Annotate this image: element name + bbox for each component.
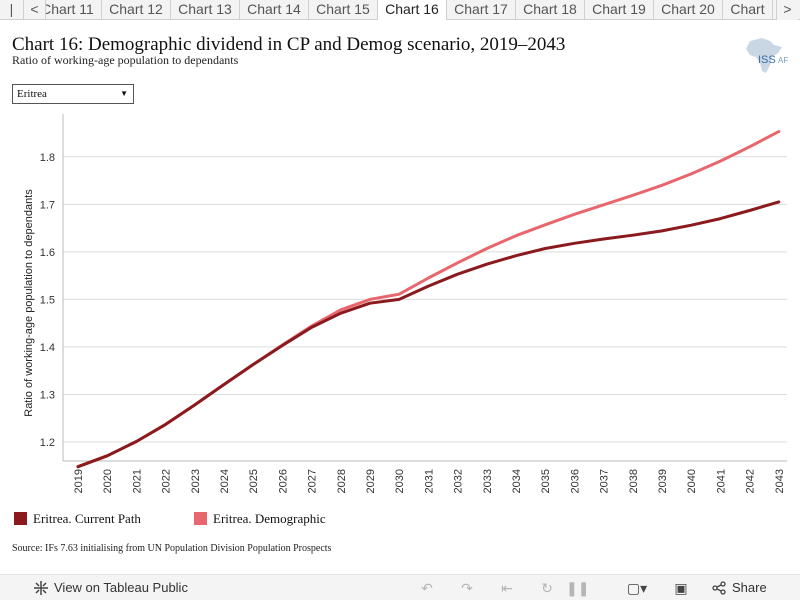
pause-icon[interactable]: ❚❚	[566, 580, 590, 596]
x-tick-label: 2032	[453, 469, 465, 493]
y-tick-label: 1.8	[40, 152, 55, 164]
y-tick-label: 1.6	[40, 247, 55, 259]
legend-swatch	[14, 512, 27, 525]
legend-item-current-path[interactable]: Eritrea. Current Path	[14, 511, 141, 529]
x-tick-label: 2021	[131, 469, 143, 493]
iss-africa-logo: ISS AF	[746, 38, 788, 73]
fullscreen-icon[interactable]: ▣	[674, 580, 688, 596]
x-tick-label: 2025	[248, 469, 260, 493]
y-tick-label: 1.5	[40, 294, 55, 306]
axes	[62, 114, 787, 462]
x-tick-label: 2023	[190, 469, 202, 493]
x-tick-label: 2019	[73, 469, 85, 493]
share-button[interactable]: Share	[712, 580, 767, 595]
tableau-icon	[34, 581, 48, 595]
y-axis-label: Ratio of working-age population to depen…	[23, 189, 35, 417]
previous-tab-button[interactable]: <	[24, 0, 46, 20]
tab-chart[interactable]: Chart 11	[46, 0, 102, 20]
x-tick-labels: 2019 2020 2021 2022 2023 2024 2025 2026 2027 2028…	[73, 469, 786, 493]
chart-subtitle: Ratio of working-age population to depen…	[12, 53, 239, 67]
legend-label: Eritrea. Demographic	[213, 511, 326, 526]
redo-icon[interactable]: ↷	[461, 580, 473, 596]
x-tick-label: 2037	[599, 469, 611, 493]
tab-list: Chart 11 Chart 12 Chart 13 Chart 14 Chart 15…	[46, 0, 800, 20]
view-on-tableau-button[interactable]: View on Tableau Public	[34, 580, 188, 595]
tab-chart[interactable]: Chart 14	[240, 0, 309, 20]
tab-chart[interactable]: Chart 16	[378, 0, 447, 20]
x-tick-label: 2031	[423, 469, 435, 493]
tab-bar: | < Chart 11 Chart 12 Chart 13 Chart 14 Char…	[0, 0, 800, 20]
country-select-value: Eritrea	[17, 88, 47, 100]
refresh-icon[interactable]: ↻	[541, 580, 553, 596]
x-tick-label: 2026	[277, 469, 289, 493]
tableau-toolbar: View on Tableau Public ↶ ↷ ⇤ ↻ ❚❚ ▢▾ ▣ S…	[0, 574, 800, 600]
download-icon[interactable]: ▢▾	[626, 580, 648, 596]
logo-text: ISS	[758, 54, 776, 66]
x-tick-label: 2022	[161, 469, 173, 493]
x-tick-label: 2024	[219, 469, 231, 493]
tab-chart[interactable]: Chart 13	[171, 0, 240, 20]
line-chart: Ratio of working-age population to depen…	[23, 114, 787, 493]
x-tick-label: 2039	[657, 469, 669, 493]
tab-chart[interactable]: Chart 15	[309, 0, 378, 20]
y-tick-label: 1.3	[40, 389, 55, 401]
first-tab-button[interactable]: |	[0, 0, 24, 20]
x-tick-label: 2038	[628, 469, 640, 493]
share-icon	[712, 581, 726, 595]
y-tick-label: 1.7	[40, 199, 55, 211]
x-tick-label: 2040	[686, 469, 698, 493]
series-lines	[76, 130, 781, 469]
share-label: Share	[732, 580, 767, 595]
tab-chart[interactable]: Chart 12	[102, 0, 171, 20]
legend-item-demographic[interactable]: Eritrea. Demographic	[194, 511, 326, 529]
x-tick-label: 2027	[307, 469, 319, 493]
view-on-tableau-label: View on Tableau Public	[54, 580, 188, 595]
x-tick-label: 2042	[745, 469, 757, 493]
legend-label: Eritrea. Current Path	[33, 511, 141, 526]
x-tick-label: 2041	[715, 469, 727, 493]
tab-chart[interactable]: Chart 19	[585, 0, 654, 20]
x-tick-label: 2028	[336, 469, 348, 493]
legend-swatch	[194, 512, 207, 525]
x-tick-label: 2029	[365, 469, 377, 493]
x-tick-label: 2036	[569, 469, 581, 493]
chart-title: Chart 16: Demographic dividend in CP and…	[12, 34, 566, 55]
gridlines	[63, 156, 787, 443]
logo-text-2: AF	[778, 56, 788, 65]
y-tick-labels: 1.2 1.3 1.4 1.5 1.6 1.7 1.8	[40, 152, 55, 449]
country-select[interactable]: Eritrea ▼	[12, 84, 134, 104]
x-tick-label: 2020	[102, 469, 114, 493]
series-line-current-path[interactable]	[76, 200, 781, 469]
tab-chart[interactable]: Chart	[723, 0, 773, 20]
x-tick-label: 2033	[482, 469, 494, 493]
y-tick-label: 1.2	[40, 437, 55, 449]
x-tick-label: 2035	[540, 469, 552, 493]
y-tick-label: 1.4	[40, 342, 55, 354]
source-note: Source: IFs 7.63 initialising from UN Po…	[12, 543, 332, 554]
undo-icon[interactable]: ↶	[421, 580, 433, 596]
tab-chart[interactable]: Chart 18	[516, 0, 585, 20]
x-tick-label: 2030	[394, 469, 406, 493]
tab-chart[interactable]: Chart 17	[447, 0, 516, 20]
revert-icon[interactable]: ⇤	[501, 580, 513, 596]
x-tick-label: 2043	[774, 469, 786, 493]
tab-chart[interactable]: Chart 20	[654, 0, 723, 20]
chevron-down-icon: ▼	[120, 89, 128, 98]
next-tab-button[interactable]: >	[776, 0, 798, 20]
x-tick-label: 2034	[511, 469, 523, 493]
